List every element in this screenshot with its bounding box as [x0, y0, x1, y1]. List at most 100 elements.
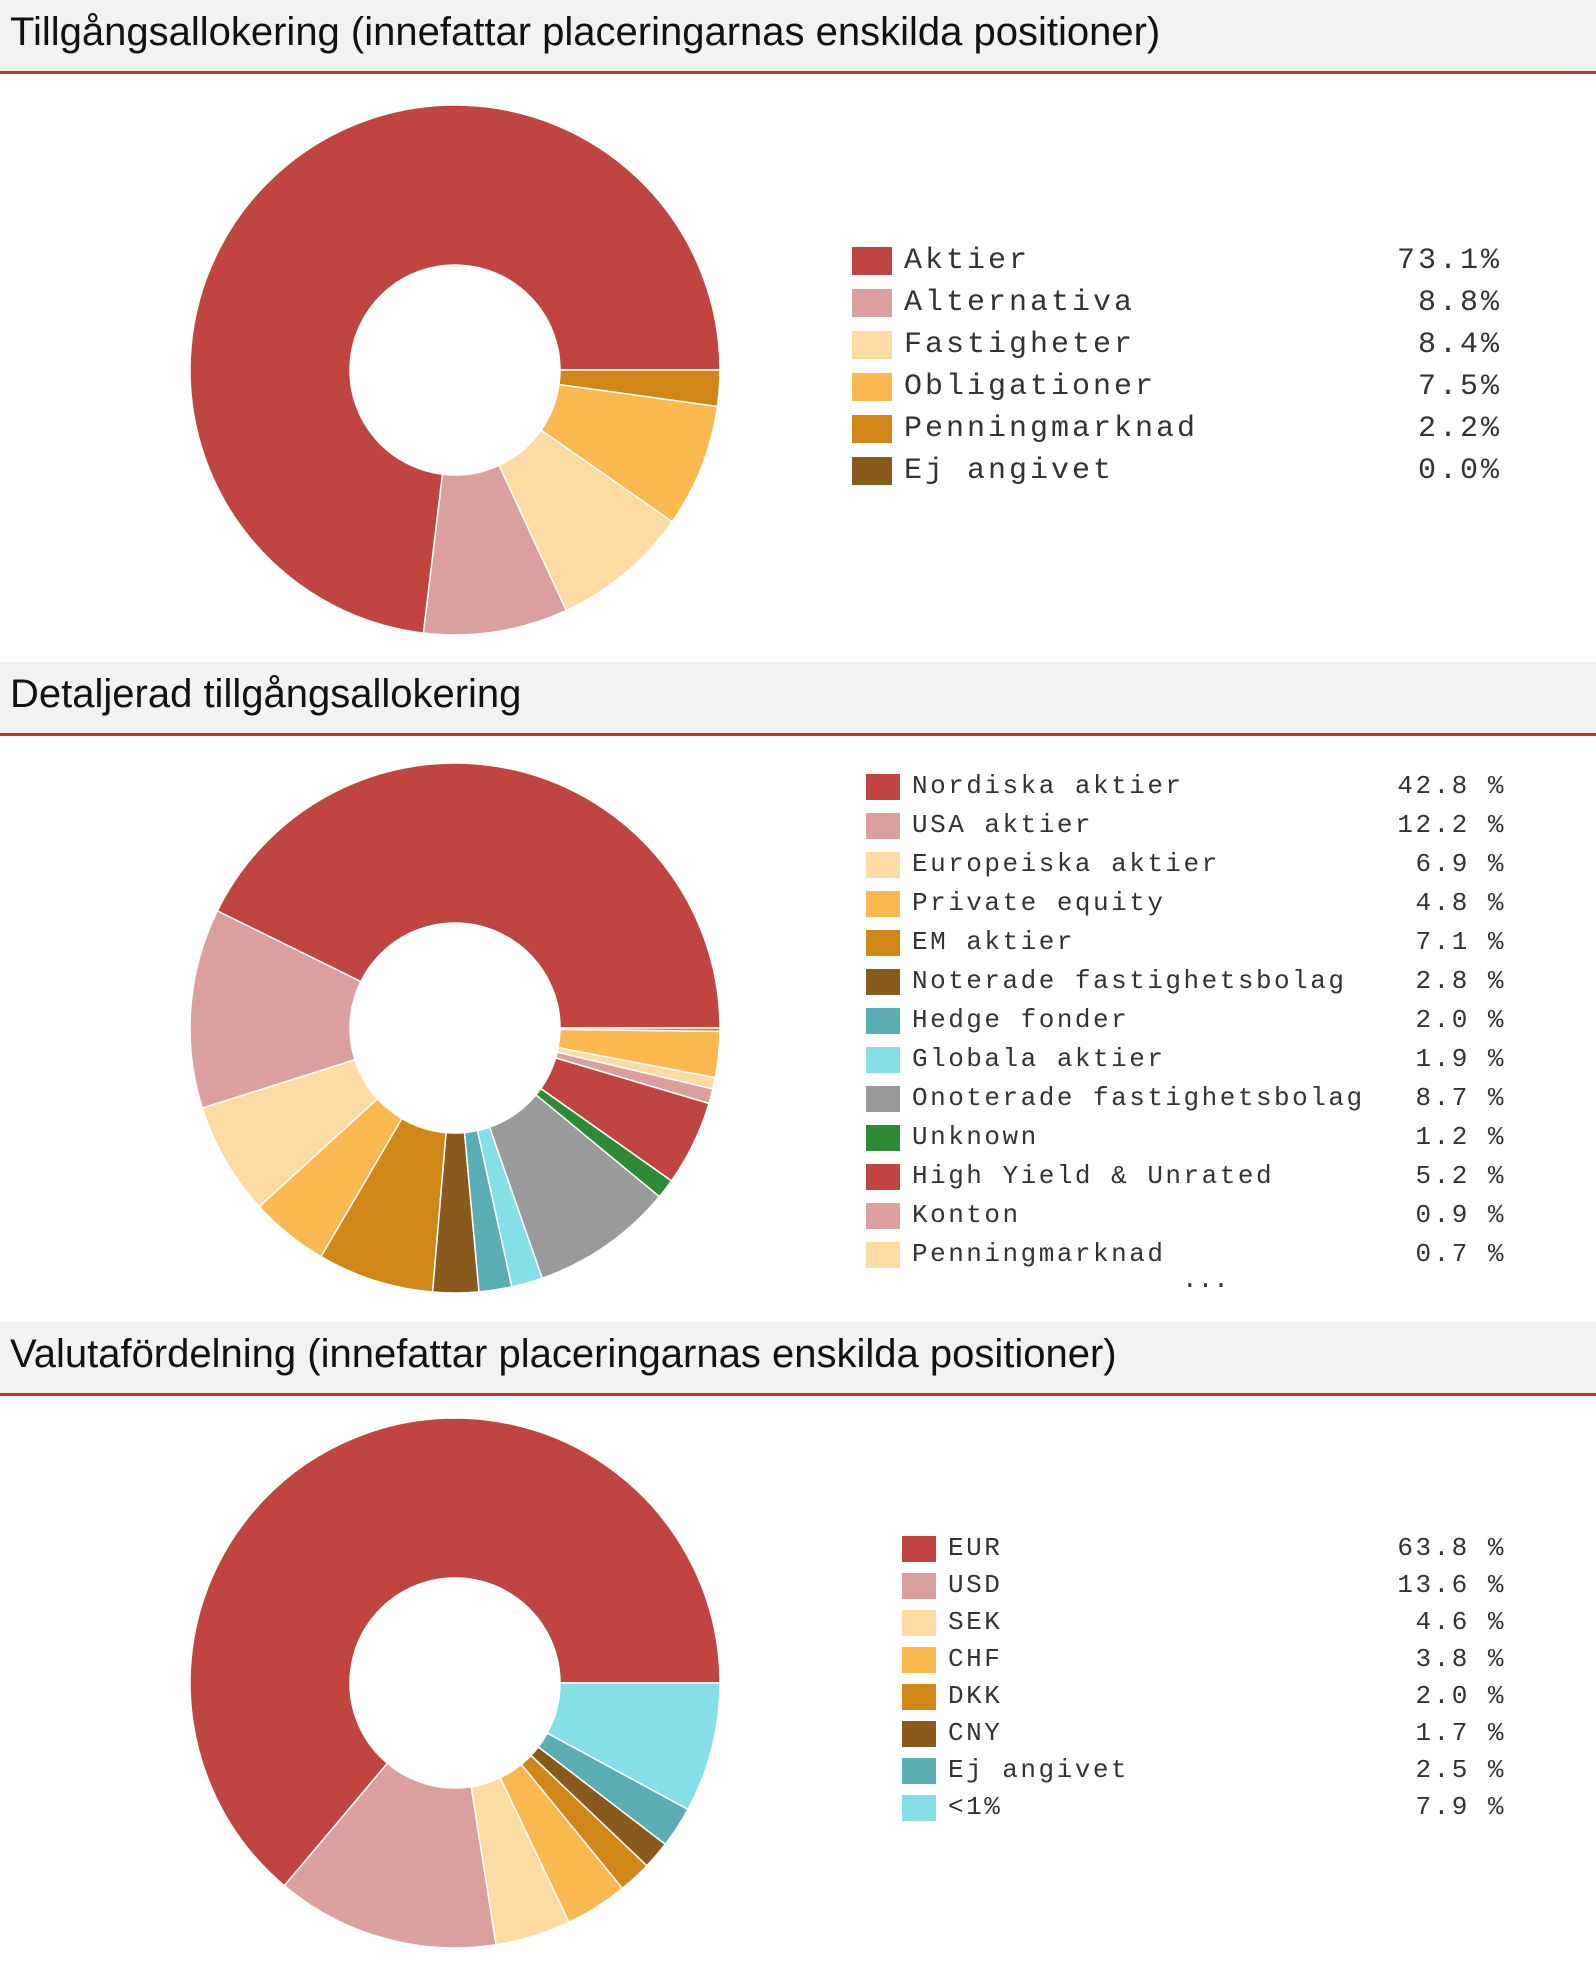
legend-value: 0.0% [1417, 454, 1502, 488]
legend-label: Hedge fonder [912, 1005, 1130, 1035]
legend-swatch [902, 1646, 936, 1673]
legend-label: Ej angivet [948, 1755, 1130, 1785]
legend-swatch [866, 812, 900, 839]
legend-value: 4.6 % [1415, 1607, 1506, 1637]
legend-label: CNY [948, 1718, 1003, 1748]
legend-label: Fastigheter [904, 328, 1136, 362]
legend-row: Ej angivet 2.5 % [902, 1752, 1506, 1789]
legend-swatch [852, 331, 892, 359]
legend-label: Konton [912, 1200, 1021, 1230]
legend-label: SEK [948, 1607, 1003, 1637]
legend-label: Europeiska aktier [912, 849, 1220, 879]
pie-slice [546, 1682, 721, 1811]
legend-row: Aktier 73.1% [852, 240, 1502, 282]
legend-row: Ej angivet 0.0% [852, 450, 1502, 492]
section-title: Detaljerad tillgångsallokering [10, 672, 522, 716]
legend-row: DKK 2.0 % [902, 1678, 1506, 1715]
legend-label: Aktier [904, 244, 1031, 278]
legend-value: 7.5% [1417, 370, 1502, 404]
legend-value: 6.9 % [1415, 849, 1506, 879]
legend-label: Noterade fastighetsbolag [912, 966, 1347, 996]
legend-value: 4.8 % [1415, 888, 1506, 918]
legend-row: Obligationer 7.5% [852, 366, 1502, 408]
section-title: Tillgångsallokering (innefattar placerin… [10, 10, 1161, 54]
legend-swatch [852, 373, 892, 401]
legend-swatch [852, 415, 892, 443]
legend-row: Unknown 1.2 % [866, 1118, 1506, 1157]
legend-row: SEK 4.6 % [902, 1604, 1506, 1641]
legend-swatch [866, 968, 900, 995]
section-title: Valutafördelning (innefattar placeringar… [10, 1332, 1117, 1376]
legend-row: Penningmarknad 0.7 % [866, 1235, 1506, 1274]
legend-value: 7.1 % [1415, 927, 1506, 957]
legend-swatch [866, 1124, 900, 1151]
section-header-asset-allocation: Tillgångsallokering (innefattar placerin… [0, 0, 1596, 74]
legend-swatch [866, 1163, 900, 1190]
legend-swatch [852, 247, 892, 275]
legend-asset-allocation: Aktier 73.1% Alternativa 8.8% Fastigheter 8.4… [852, 240, 1502, 500]
legend-value: 2.5 % [1415, 1755, 1506, 1785]
legend-swatch [852, 289, 892, 317]
more-items-indicator: ... [1182, 1265, 1229, 1295]
legend-value: 8.8% [1417, 286, 1502, 320]
legend-value: 5.2 % [1415, 1161, 1506, 1191]
legend-label: EUR [948, 1533, 1003, 1563]
legend-swatch [852, 457, 892, 485]
legend-label: Onoterade fastighetsbolag [912, 1083, 1365, 1113]
legend-label: Penningmarknad [912, 1239, 1166, 1269]
legend-value: 0.7 % [1415, 1239, 1506, 1269]
legend-label: Private equity [912, 888, 1166, 918]
pie-slice [283, 1762, 497, 1949]
pie-slice [558, 369, 721, 408]
legend-row: Onoterade fastighetsbolag 8.7 % [866, 1079, 1506, 1118]
legend-row: Hedge fonder 2.0 % [866, 1001, 1506, 1040]
legend-label: USD [948, 1570, 1003, 1600]
legend-label: EM aktier [912, 927, 1075, 957]
legend-label: <1% [948, 1792, 1003, 1822]
legend-swatch [866, 929, 900, 956]
legend-row: Europeiska aktier 6.9 % [866, 845, 1506, 884]
legend-value: 0.9 % [1415, 1200, 1506, 1230]
legend-label: CHF [948, 1644, 1003, 1674]
legend-value: 1.9 % [1415, 1044, 1506, 1074]
legend-swatch [866, 1007, 900, 1034]
pie-slice [559, 1027, 721, 1033]
legend-row: EUR 63.8 % [902, 1530, 1506, 1567]
pie-slice [216, 762, 721, 1029]
legend-row: High Yield & Unrated 5.2 % [866, 1157, 1506, 1196]
legend-swatch [902, 1720, 936, 1747]
legend-label: USA aktier [912, 810, 1094, 840]
legend-label: Alternativa [904, 286, 1136, 320]
legend-swatch [866, 890, 900, 917]
legend-value: 8.7 % [1415, 1083, 1506, 1113]
legend-swatch [902, 1794, 936, 1821]
legend-label: Penningmarknad [904, 412, 1199, 446]
legend-value: 2.2% [1417, 412, 1502, 446]
pie-slice [189, 1417, 721, 1887]
donut-chart-detailed-allocation [189, 762, 721, 1294]
legend-swatch [902, 1609, 936, 1636]
legend-row: Nordiska aktier 42.8 % [866, 767, 1506, 806]
legend-label: Unknown [912, 1122, 1039, 1152]
legend-row: USD 13.6 % [902, 1567, 1506, 1604]
legend-swatch [866, 1241, 900, 1268]
legend-row: Noterade fastighetsbolag 2.8 % [866, 962, 1506, 1001]
legend-currency-allocation: EUR 63.8 % USD 13.6 % SEK 4.6 % CHF 3.8 % DKK 2.0… [902, 1530, 1506, 1830]
legend-row: EM aktier 7.1 % [866, 923, 1506, 962]
legend-swatch [902, 1535, 936, 1562]
legend-value: 1.7 % [1415, 1718, 1506, 1748]
legend-swatch [866, 1202, 900, 1229]
legend-row: CNY 1.7 % [902, 1715, 1506, 1752]
section-header-detailed-allocation: Detaljerad tillgångsallokering [0, 662, 1596, 736]
legend-value: 1.2 % [1415, 1122, 1506, 1152]
legend-value: 13.6 % [1397, 1570, 1506, 1600]
legend-row: Konton 0.9 % [866, 1196, 1506, 1235]
legend-swatch [902, 1757, 936, 1784]
legend-value: 2.0 % [1415, 1681, 1506, 1711]
legend-value: 7.9 % [1415, 1792, 1506, 1822]
legend-row: USA aktier 12.2 % [866, 806, 1506, 845]
legend-label: Nordiska aktier [912, 771, 1184, 801]
legend-value: 2.8 % [1415, 966, 1506, 996]
legend-label: Obligationer [904, 370, 1157, 404]
legend-label: High Yield & Unrated [912, 1161, 1275, 1191]
